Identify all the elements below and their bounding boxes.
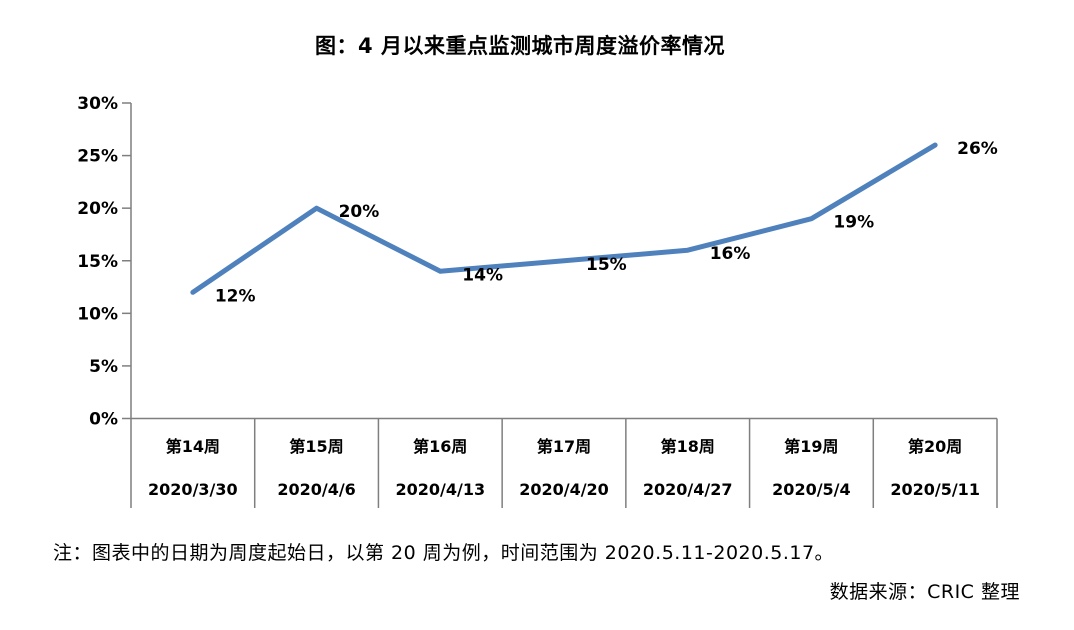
data-label: 26%	[957, 139, 998, 159]
y-axis-label: 30%	[77, 94, 118, 114]
y-axis-label: 10%	[77, 304, 118, 324]
y-axis-label: 15%	[77, 252, 118, 272]
x-axis-date-label: 2020/5/4	[772, 480, 850, 499]
x-axis-week-label: 第20周	[908, 437, 962, 456]
y-axis-label: 20%	[77, 199, 118, 219]
x-axis-week-label: 第18周	[661, 437, 715, 456]
x-axis-date-label: 2020/5/11	[890, 480, 980, 499]
premium-rate-line	[190, 142, 938, 295]
x-axis-date-label: 2020/4/6	[277, 480, 355, 499]
x-axis-week-label: 第16周	[413, 437, 467, 456]
x-axis-date-label: 2020/4/27	[643, 480, 733, 499]
x-axis-week-label: 第15周	[289, 437, 343, 456]
x-axis-date-label: 2020/4/13	[395, 480, 485, 499]
data-source: 数据来源：CRIC 整理	[829, 581, 1020, 603]
y-axis-label: 5%	[89, 357, 118, 377]
x-axis-date-label: 2020/4/20	[519, 480, 609, 499]
chart-note: 注：图表中的日期为周度起始日，以第 20 周为例，时间范围为 2020.5.11…	[53, 542, 835, 564]
y-axis-label: 0%	[89, 410, 118, 430]
x-axis-date-label: 2020/3/30	[148, 480, 238, 499]
x-axis-week-label: 第14周	[166, 437, 220, 456]
data-label: 12%	[215, 286, 256, 306]
x-axis-week-label: 第17周	[537, 437, 591, 456]
data-label: 14%	[462, 265, 503, 285]
data-label: 16%	[710, 244, 751, 264]
y-axis-label: 25%	[77, 147, 118, 167]
x-axis-week-label: 第19周	[784, 437, 838, 456]
data-label: 19%	[833, 213, 874, 233]
data-label: 15%	[586, 255, 627, 275]
chart-title: 图：4 月以来重点监测城市周度溢价率情况	[315, 34, 725, 58]
data-label: 20%	[339, 202, 380, 222]
